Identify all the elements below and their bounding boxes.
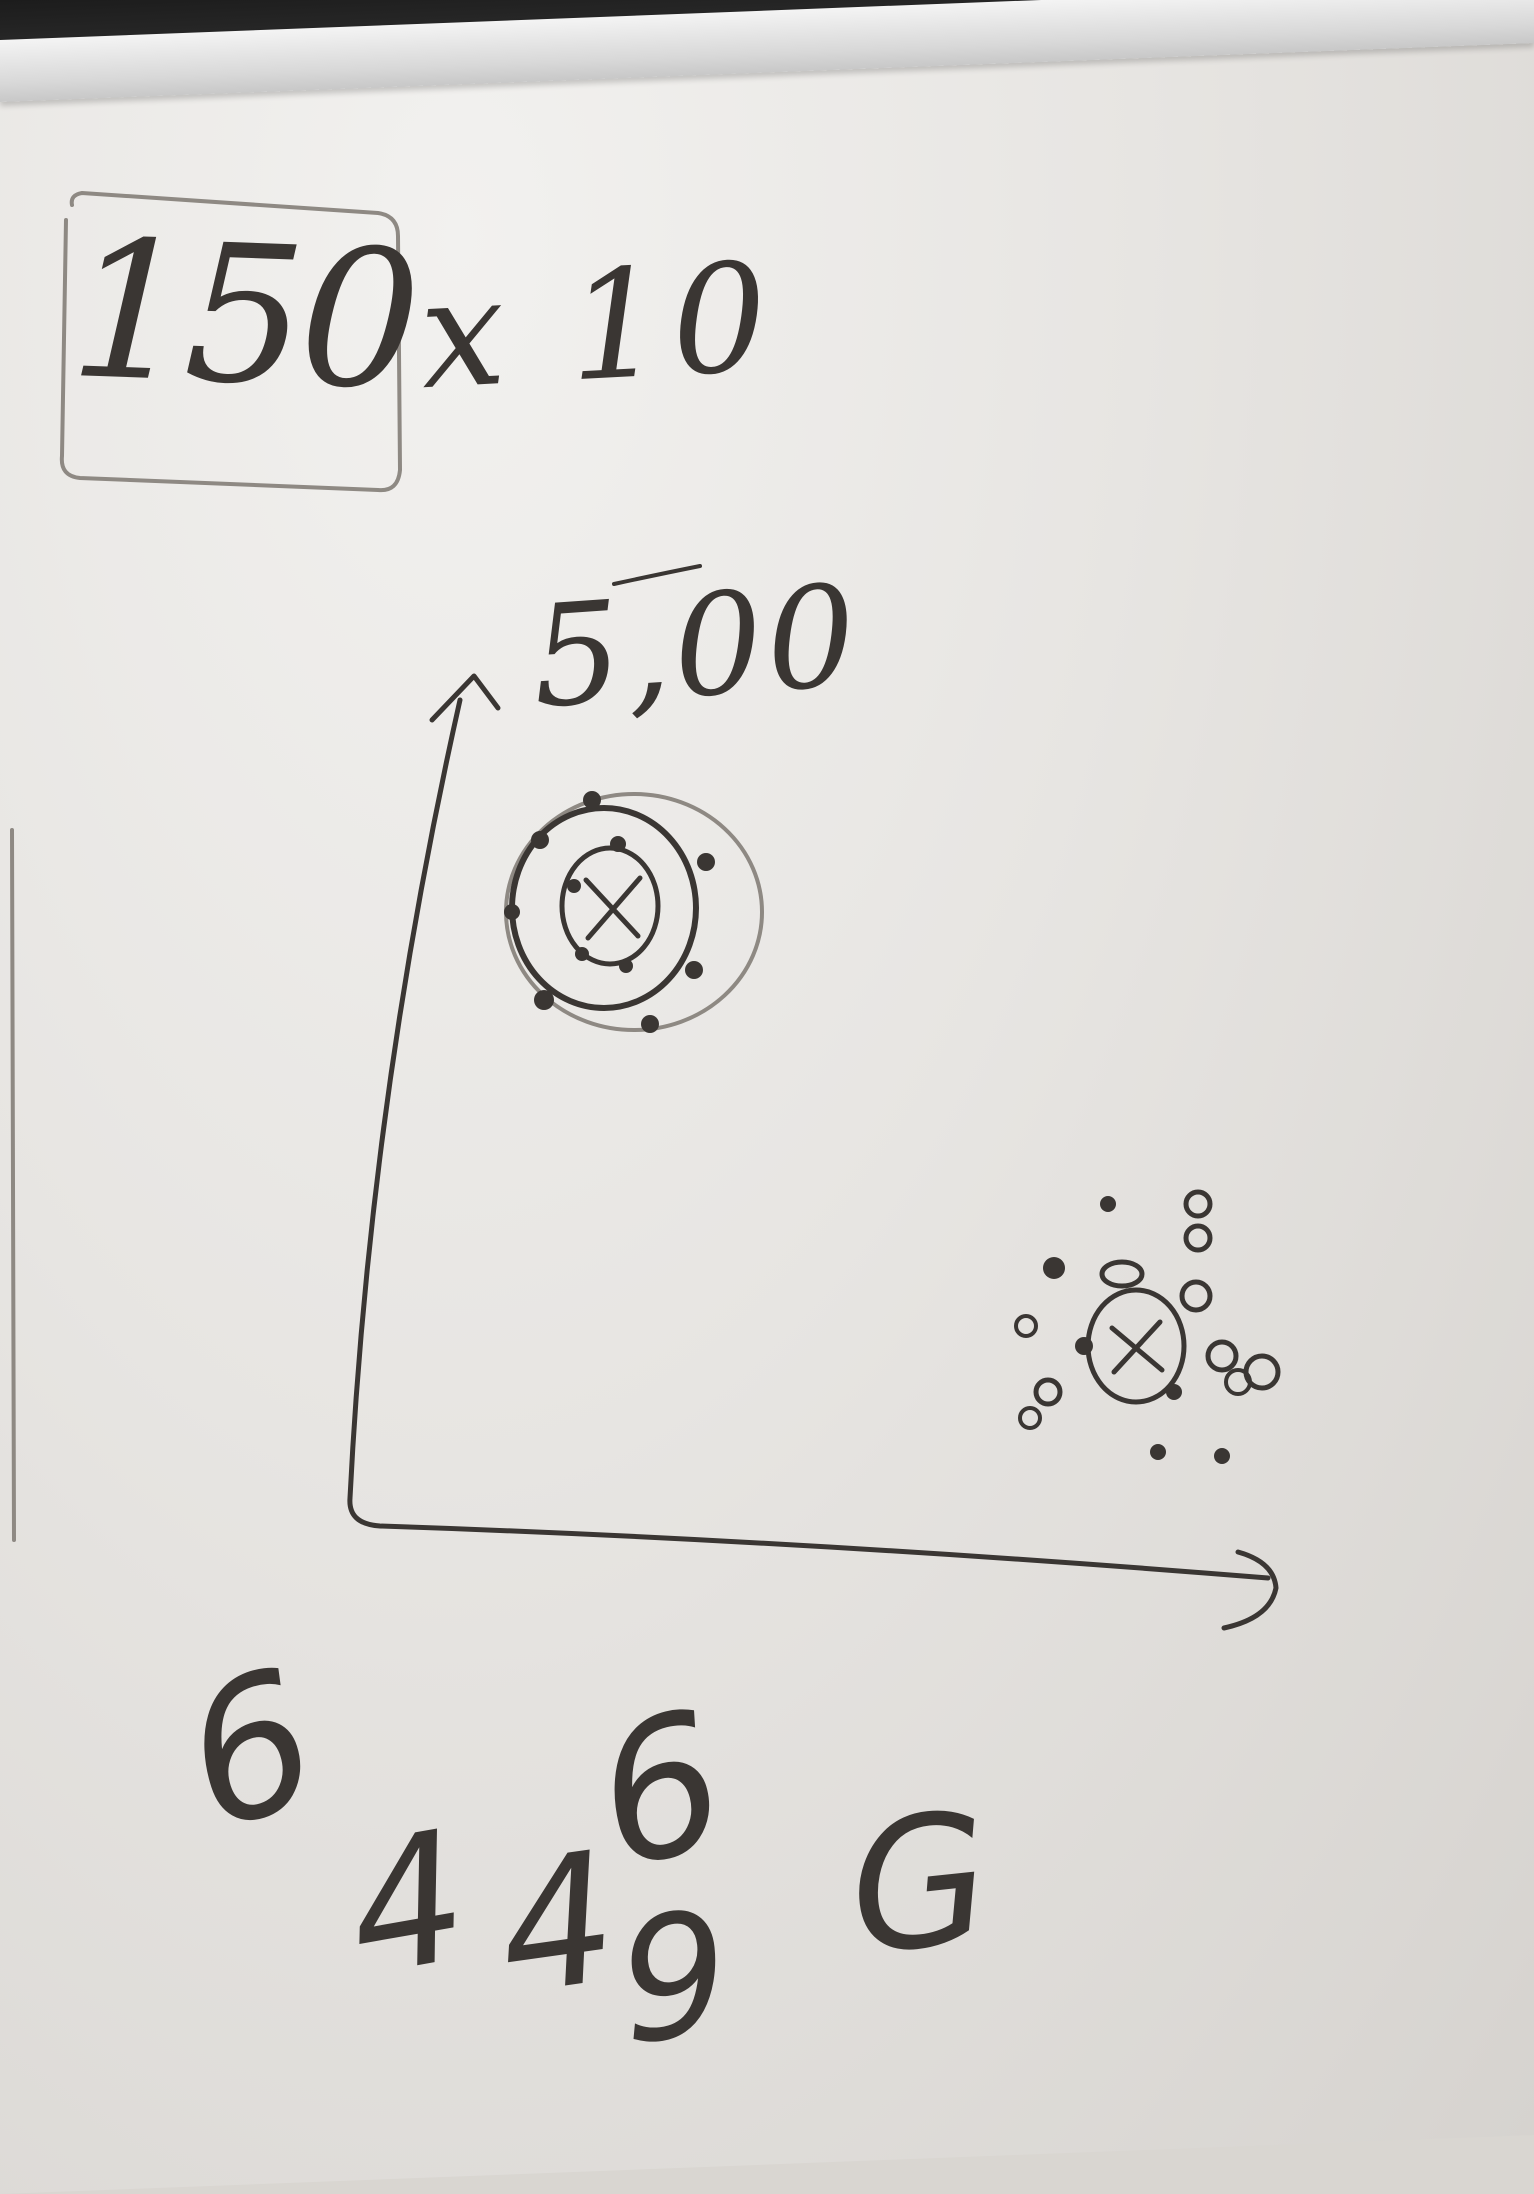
left-edge-line <box>10 828 16 1542</box>
point <box>1205 1339 1239 1373</box>
point <box>610 836 626 852</box>
point <box>1183 1223 1213 1253</box>
y-axis-arrow <box>429 673 501 723</box>
point <box>1018 1406 1042 1430</box>
point <box>575 947 589 961</box>
point <box>619 959 633 973</box>
point <box>567 879 581 893</box>
point <box>534 990 554 1010</box>
boxed-number: 150 <box>66 199 419 432</box>
point <box>1033 1377 1063 1407</box>
point <box>1043 1257 1065 1279</box>
point <box>697 853 715 871</box>
x-axis-arrow <box>1221 1549 1279 1631</box>
point <box>1214 1448 1230 1464</box>
bottom-mark: 9 <box>609 1874 739 2084</box>
multiplier-text: x 10 <box>415 230 780 424</box>
point <box>583 791 601 809</box>
point <box>1099 1259 1145 1289</box>
cluster-bottom-right <box>1014 1189 1281 1464</box>
axis-top-label: 5,00 <box>526 554 866 741</box>
point <box>1014 1314 1038 1338</box>
point <box>1075 1337 1093 1355</box>
point <box>1150 1444 1166 1460</box>
point <box>504 904 520 920</box>
point <box>1166 1384 1182 1400</box>
y-axis-and-x-axis <box>347 697 1271 1581</box>
point <box>1100 1196 1116 1212</box>
point <box>1224 1368 1252 1396</box>
point <box>1183 1189 1213 1219</box>
point <box>685 961 703 979</box>
centroid-cross <box>583 875 643 941</box>
bottom-mark: G <box>839 1773 1001 1996</box>
label-overline <box>612 564 702 586</box>
point <box>531 831 549 849</box>
formula-box <box>59 191 402 493</box>
centroid-cross <box>1109 1319 1165 1375</box>
point <box>1179 1279 1213 1313</box>
point <box>641 1015 659 1033</box>
cluster-centroid-ring <box>559 845 661 967</box>
cluster-top-left <box>504 791 764 1033</box>
